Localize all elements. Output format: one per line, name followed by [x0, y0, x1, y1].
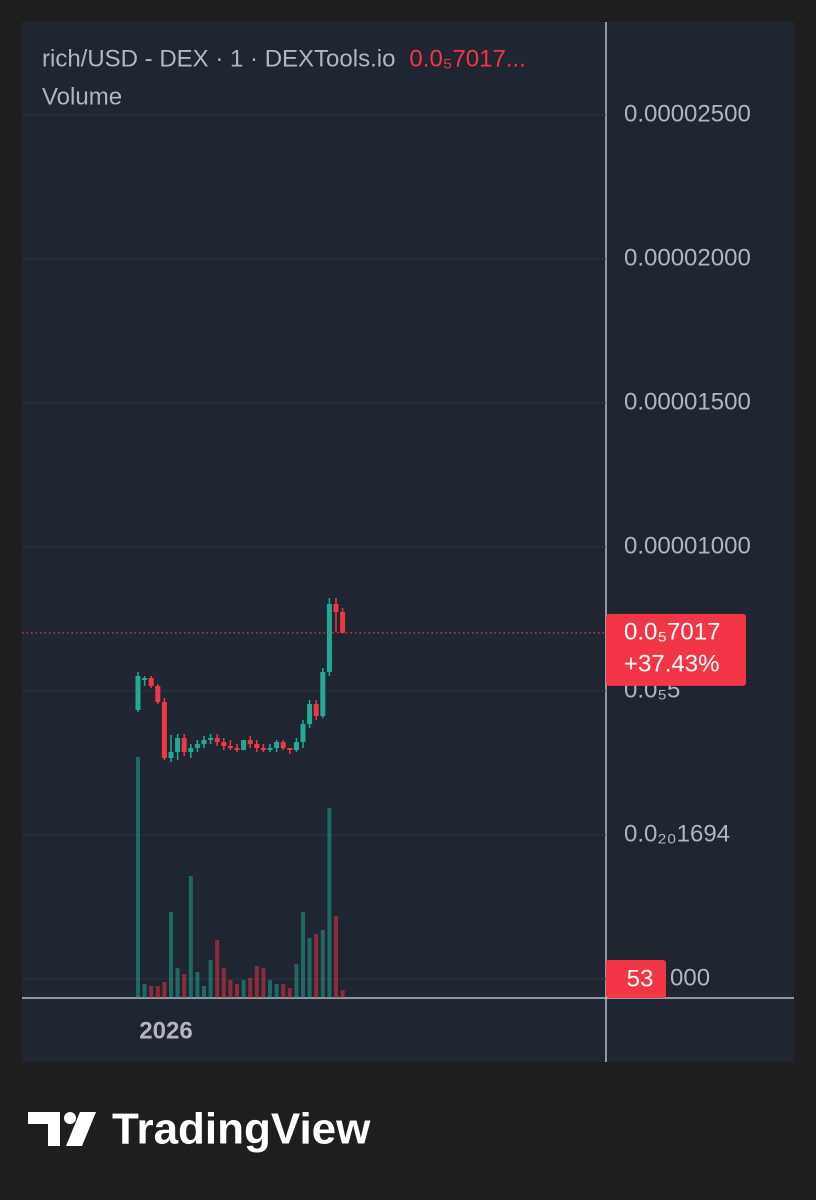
volume-bar	[221, 967, 226, 998]
volume-bar	[162, 982, 167, 998]
y-tick-label: 000	[670, 964, 710, 991]
volume-bar	[314, 934, 319, 998]
volume-bar	[287, 988, 292, 998]
change-label: +37.43%	[624, 650, 719, 677]
volume-bar	[248, 977, 253, 998]
volume-bar	[149, 985, 154, 998]
volume-bar	[215, 940, 220, 998]
volume-bar	[254, 966, 259, 998]
candle-body	[300, 724, 306, 743]
candle-body	[333, 603, 339, 612]
volume-bar	[340, 990, 345, 998]
candle-body	[208, 737, 214, 740]
chart-title: rich/USD - DEX · 1 · DEXTools.io	[42, 45, 395, 72]
last-volume-label: 53	[627, 965, 654, 992]
volume-bar	[202, 985, 206, 998]
candle-body	[287, 747, 293, 751]
volume-bar	[155, 985, 160, 998]
candle-body	[280, 742, 286, 748]
candle-body	[221, 742, 227, 747]
title-value: 0.0₅7017...	[409, 45, 525, 72]
volume-bar	[320, 929, 325, 998]
candle-body	[274, 742, 280, 748]
candle-body	[181, 737, 187, 752]
candle-body	[313, 703, 319, 716]
volume-bar	[228, 980, 233, 998]
candle-body	[161, 701, 167, 758]
volume-bar	[195, 972, 200, 998]
candle-body	[148, 677, 154, 686]
volume-bar	[301, 911, 305, 998]
candle-body	[320, 671, 326, 716]
candle-body	[247, 739, 253, 744]
candle-body	[142, 677, 148, 680]
volume-badge	[606, 960, 666, 998]
brand: TradingView	[112, 1105, 371, 1154]
volume-bar	[274, 983, 279, 998]
volume-bar	[294, 964, 299, 998]
candle-body	[254, 743, 260, 748]
volume-bar	[307, 937, 312, 998]
volume-bar	[169, 911, 173, 998]
candle-body	[241, 739, 247, 751]
y-tick-label: 0.00001000	[624, 532, 751, 559]
candle-body	[194, 743, 200, 748]
volume-bar	[235, 983, 239, 998]
candle-body	[260, 747, 266, 751]
candle-body	[234, 747, 240, 751]
candle-body	[188, 747, 194, 752]
volume-bar	[188, 876, 193, 998]
tradingview-logo: TradingView	[28, 1105, 371, 1154]
candle-body	[267, 747, 273, 751]
volume-bar	[136, 757, 140, 998]
candle-body	[340, 611, 346, 633]
volume-label: Volume	[42, 83, 122, 110]
candle-body	[168, 751, 174, 758]
volume-bar	[261, 967, 266, 998]
volume-bar	[327, 808, 332, 998]
candle-body	[307, 703, 313, 725]
candle-body	[214, 737, 220, 743]
x-tick-label: 2026	[139, 1017, 192, 1044]
y-tick-label: 0.0₂₀1694	[624, 820, 730, 847]
volume-bar	[281, 983, 286, 998]
last-price-label: 0.0₅7017	[624, 618, 720, 645]
grid	[22, 114, 606, 980]
volume-bar	[175, 967, 180, 998]
volume-bar	[241, 980, 246, 998]
price-badge	[606, 613, 746, 686]
candle-body	[326, 603, 332, 672]
candle-body	[201, 739, 207, 744]
chart-pane	[22, 22, 794, 1062]
candle-body	[293, 742, 299, 751]
volume-bar	[182, 974, 187, 998]
candle-body	[135, 675, 141, 711]
volume-bar	[334, 916, 338, 998]
volume-bar	[208, 959, 213, 998]
candle-body	[175, 737, 181, 752]
candle-body	[227, 746, 233, 748]
y-tick-label: 0.00002000	[624, 244, 751, 271]
volume-bar	[142, 983, 147, 998]
candle-body	[155, 685, 161, 702]
y-tick-label: 0.00002500	[624, 100, 751, 127]
y-tick-label: 0.00001500	[624, 388, 751, 415]
volume-bar	[268, 980, 272, 998]
